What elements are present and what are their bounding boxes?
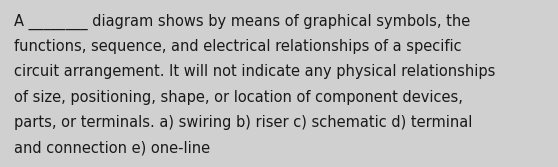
Text: circuit arrangement. It will not indicate any physical relationships: circuit arrangement. It will not indicat…: [14, 64, 496, 79]
Text: of size, positioning, shape, or location of component devices,: of size, positioning, shape, or location…: [14, 90, 463, 105]
Text: and connection e) one-line: and connection e) one-line: [14, 140, 210, 155]
Text: functions, sequence, and electrical relationships of a specific: functions, sequence, and electrical rela…: [14, 39, 461, 54]
Text: A ________ diagram shows by means of graphical symbols, the: A ________ diagram shows by means of gra…: [14, 13, 470, 30]
Text: parts, or terminals. a) swiring b) riser c) schematic d) terminal: parts, or terminals. a) swiring b) riser…: [14, 115, 472, 130]
